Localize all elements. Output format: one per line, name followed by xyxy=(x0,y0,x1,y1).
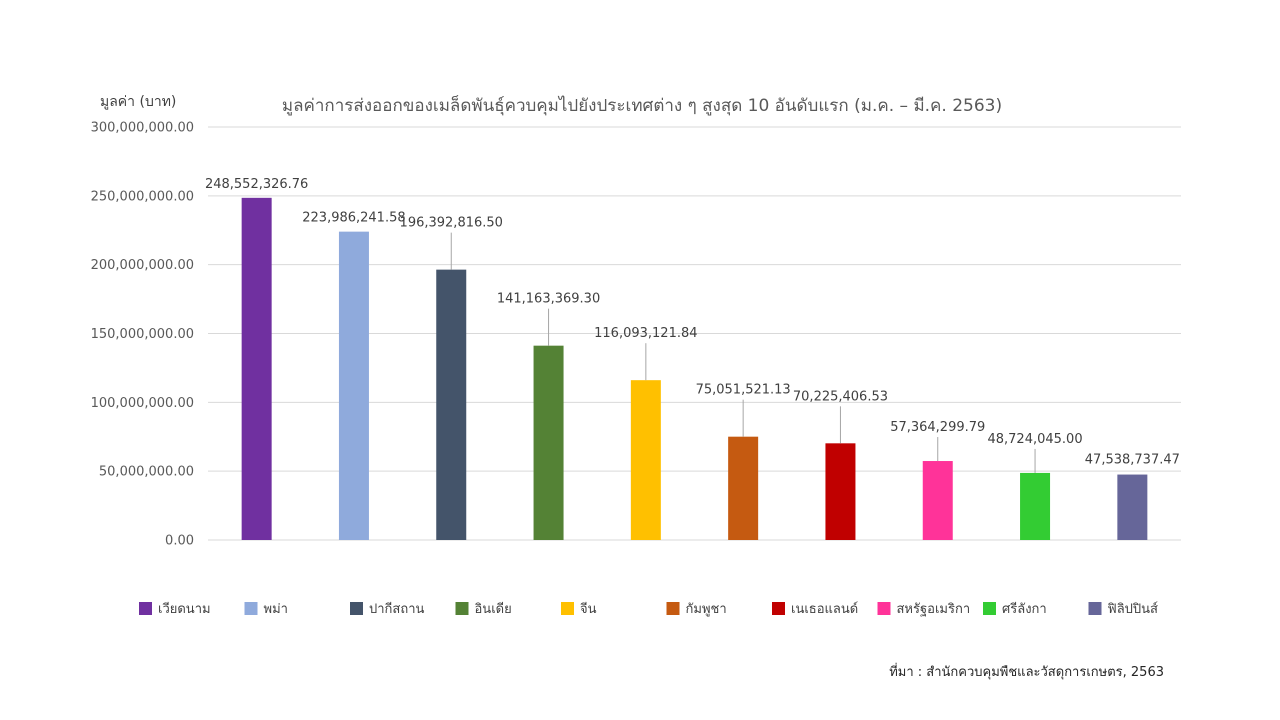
legend-swatch xyxy=(244,602,258,615)
bar xyxy=(630,380,661,540)
legend-label: กัมพูชา xyxy=(686,602,727,617)
legend-swatch xyxy=(139,602,152,615)
bar xyxy=(241,197,272,540)
data-label: 141,163,369.30 xyxy=(497,292,600,307)
bar xyxy=(1117,474,1148,540)
chart-title: มูลค่าการส่งออกของเมล็ดพันธุ์ควบคุมไปยัง… xyxy=(282,94,1002,116)
legend-label: จีน xyxy=(580,601,597,617)
bar xyxy=(825,443,856,540)
legend-swatch xyxy=(561,602,574,615)
bar xyxy=(436,269,467,540)
y-tick-label: 200,000,000.00 xyxy=(91,258,194,273)
gridlines xyxy=(208,126,1181,541)
data-label: 75,051,521.13 xyxy=(696,383,791,398)
y-tick-label: 150,000,000.00 xyxy=(91,327,194,342)
legend-swatch xyxy=(350,602,363,615)
data-label: 196,392,816.50 xyxy=(400,216,503,231)
data-label: 47,538,737.47 xyxy=(1085,453,1180,468)
legend-swatch xyxy=(455,602,469,615)
legend-swatch xyxy=(983,602,996,615)
source-note: ที่มา : สำนักควบคุมพืชและวัสดุการเกษตร, … xyxy=(889,663,1164,680)
bar xyxy=(922,461,953,540)
data-labels: 248,552,326.76 223,986,241.58196,392,816.… xyxy=(205,177,1180,473)
legend-label: เนเธอแลนด์ xyxy=(791,601,858,617)
legend-swatch xyxy=(666,602,680,615)
y-tick-label: 250,000,000.00 xyxy=(91,189,194,204)
data-label: 116,093,121.84 xyxy=(594,326,697,341)
data-label: 248,552,326.76 xyxy=(205,177,308,192)
data-label: 70,225,406.53 xyxy=(793,389,888,404)
y-tick-label: 0.00 xyxy=(165,534,194,549)
legend-label: ศรีลังกา xyxy=(1002,601,1047,617)
legend-label: ปากีสถาน xyxy=(369,601,425,617)
bar xyxy=(1020,472,1051,540)
bars xyxy=(241,197,1148,540)
bar xyxy=(728,436,759,540)
bar xyxy=(533,345,564,540)
legend-swatch xyxy=(1088,602,1102,615)
y-tick-label: 50,000,000.00 xyxy=(99,465,194,480)
y-tick-label: 300,000,000.00 xyxy=(91,121,194,136)
data-label: 223,986,241.58 xyxy=(302,211,405,226)
legend-swatch xyxy=(877,602,891,615)
legend-label: ฟิลิปปินส์ xyxy=(1107,601,1158,617)
data-label: 48,724,045.00 xyxy=(987,432,1082,447)
legend-label: สหรัฐอเมริกา xyxy=(897,602,971,617)
data-label: 57,364,299.79 xyxy=(890,420,985,435)
legend-label: เวียดนาม xyxy=(158,601,211,617)
y-axis-label: มูลค่า (บาท) xyxy=(100,94,176,110)
bar xyxy=(338,231,369,540)
legend: เวียดนาม พม่า ปากีสถาน อินเดีย จีน กัมพูชา เนเ… xyxy=(139,601,1158,617)
legend-swatch xyxy=(772,602,785,615)
y-tick-label: 100,000,000.00 xyxy=(91,396,194,411)
legend-label: พม่า xyxy=(264,602,288,617)
legend-label: อินเดีย xyxy=(474,601,511,617)
y-axis-ticks: 0.00 50,000,000.00 100,000,000.00 150,000,0… xyxy=(91,121,194,549)
